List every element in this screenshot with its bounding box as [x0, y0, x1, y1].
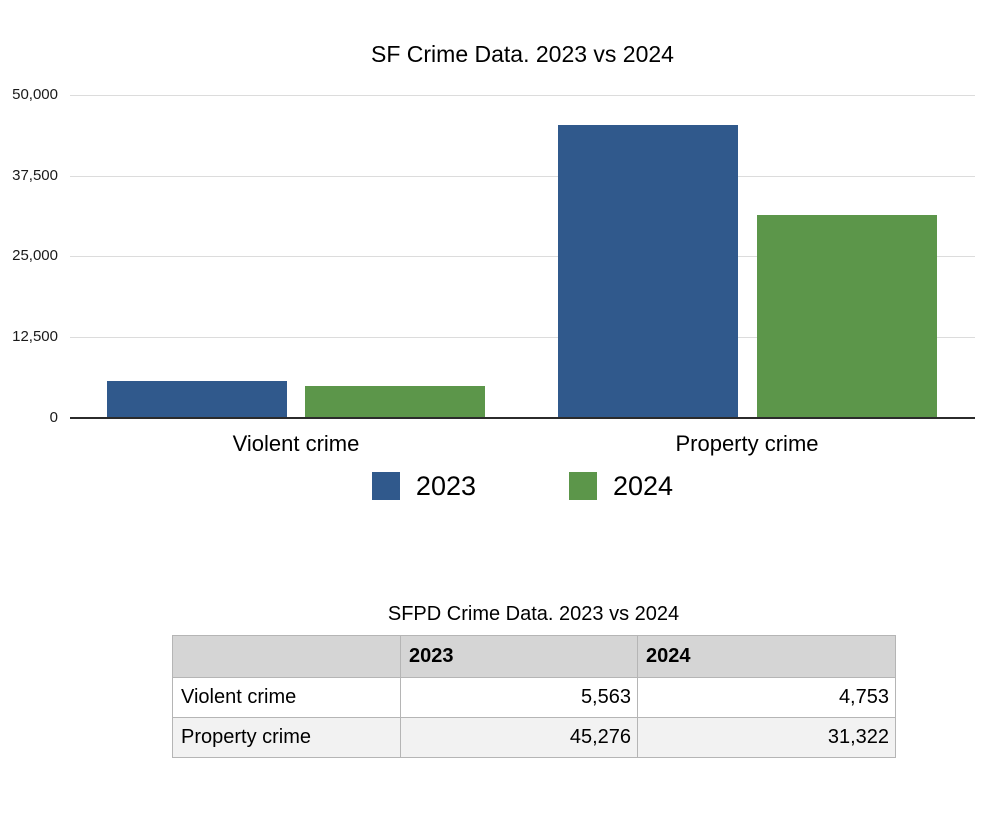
table-header-row: 2023 2024 [172, 635, 896, 678]
cell-violent-2024: 4,753 [637, 677, 896, 718]
legend-label-2024: 2024 [613, 471, 674, 501]
gridline-50000 [70, 95, 975, 96]
y-axis-tick-label-37500: 37,500 [12, 167, 58, 184]
legend-item-2024: 2024 [569, 470, 673, 502]
row-label-property-crime: Property crime [172, 717, 401, 758]
y-axis-tick-label-12500: 12,500 [12, 328, 58, 345]
bar-2023-violent-crime [107, 381, 287, 417]
y-axis-tick-label-25000: 25,000 [12, 247, 58, 264]
y-axis-tick-label-50000: 50,000 [12, 86, 58, 103]
legend-label-2023: 2023 [415, 471, 476, 501]
legend-swatch-2024-icon [569, 472, 597, 500]
y-axis-tick-label-0: 0 [49, 409, 58, 426]
bar-2023-property-crime [558, 124, 738, 417]
gridline-25000 [70, 256, 975, 257]
chart-plot-area [70, 95, 975, 419]
data-table: 2023 2024 Violent crime 5,563 4,753 Prop… [172, 635, 896, 758]
legend-swatch-2023-icon [371, 472, 400, 500]
cell-property-2023: 45,276 [400, 717, 638, 758]
chart-title: SF Crime Data. 2023 vs 2024 [371, 41, 674, 67]
cell-property-2024: 31,322 [637, 717, 896, 758]
gridline-12500 [70, 337, 975, 338]
row-label-violent-crime: Violent crime [172, 677, 401, 718]
x-axis-line [70, 417, 975, 419]
cell-violent-2023: 5,563 [400, 677, 638, 718]
table-header-empty [172, 635, 401, 678]
table-row-property-crime: Property crime 45,276 31,322 [172, 717, 896, 758]
bar-2024-violent-crime [305, 386, 485, 417]
table-header-2024: 2024 [637, 635, 896, 678]
category-label-property-crime: Property crime [675, 431, 819, 456]
category-label-violent-crime: Violent crime [232, 431, 360, 456]
table-header-2023: 2023 [400, 635, 638, 678]
legend-item-2023: 2023 [371, 470, 476, 502]
table-row-violent-crime: Violent crime 5,563 4,753 [172, 677, 896, 718]
table-title: SFPD Crime Data. 2023 vs 2024 [387, 603, 680, 625]
gridline-37500 [70, 176, 975, 177]
chart-legend: 2023 2024 [70, 469, 975, 503]
bar-2024-property-crime [757, 214, 937, 417]
